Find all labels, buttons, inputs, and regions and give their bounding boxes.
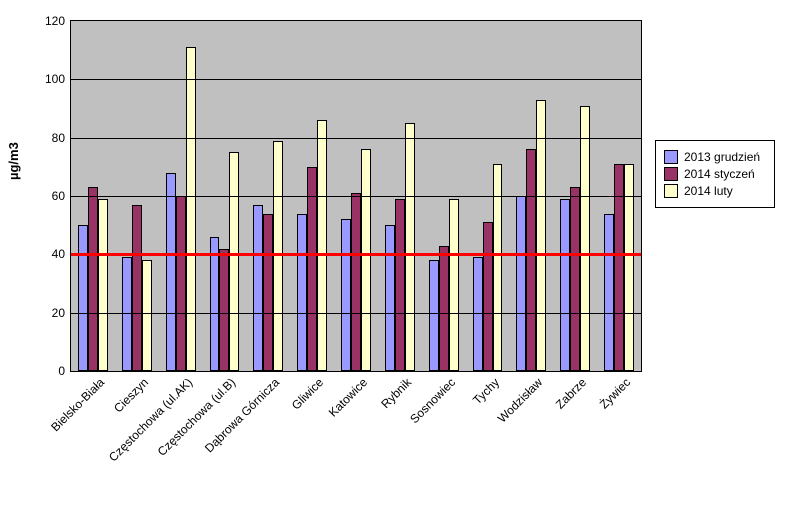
legend-label: 2014 styczeń	[684, 167, 755, 181]
bar	[395, 199, 405, 371]
bar	[526, 149, 536, 371]
bar	[570, 187, 580, 371]
gridline	[71, 138, 641, 139]
ytick-label: 120	[25, 14, 71, 28]
bar	[253, 205, 263, 371]
bar	[439, 246, 449, 371]
xtick-label: Katowice	[322, 371, 371, 420]
bar	[88, 187, 98, 371]
xtick-label: Żywiec	[593, 371, 634, 412]
xtick-label: Zabrze	[549, 371, 590, 412]
bar	[317, 120, 327, 371]
bar	[142, 260, 152, 371]
ytick-label: 60	[25, 189, 71, 203]
bar	[483, 222, 493, 371]
ytick-label: 80	[25, 131, 71, 145]
bar	[166, 173, 176, 371]
bar	[604, 214, 614, 372]
bar	[536, 100, 546, 371]
bar	[263, 214, 273, 372]
bar	[341, 219, 351, 371]
bar	[429, 260, 439, 371]
legend-label: 2013 grudzień	[684, 150, 760, 164]
xtick-label: Bielsko-Biała	[44, 371, 107, 434]
legend-swatch	[664, 150, 678, 164]
bar	[385, 225, 395, 371]
legend-swatch	[664, 184, 678, 198]
bar	[560, 199, 570, 371]
legend: 2013 grudzień 2014 styczeń 2014 luty	[655, 140, 775, 208]
bar	[516, 196, 526, 371]
legend-item: 2013 grudzień	[664, 150, 766, 164]
bar	[473, 257, 483, 371]
bar	[176, 196, 186, 371]
bar	[186, 47, 196, 371]
bar	[229, 152, 239, 371]
bar	[297, 214, 307, 372]
bar	[132, 205, 142, 371]
bar	[122, 257, 132, 371]
gridline	[71, 79, 641, 80]
bar	[219, 249, 229, 372]
bar	[78, 225, 88, 371]
ytick-label: 40	[25, 247, 71, 261]
legend-swatch	[664, 167, 678, 181]
y-axis-label: µg/m3	[6, 142, 21, 180]
bar	[580, 106, 590, 371]
bar	[493, 164, 503, 371]
legend-item: 2014 styczeń	[664, 167, 766, 181]
reference-line	[71, 253, 641, 256]
ytick-label: 0	[25, 364, 71, 378]
xtick-label: Sosnowiec	[403, 371, 458, 426]
ytick-label: 100	[25, 72, 71, 86]
legend-label: 2014 luty	[684, 184, 733, 198]
bar	[351, 193, 361, 371]
xtick-label: Gliwice	[285, 371, 326, 412]
bar	[361, 149, 371, 371]
ytick-label: 20	[25, 306, 71, 320]
xtick-label: Tychy	[465, 371, 501, 407]
gridline	[71, 196, 641, 197]
bar	[449, 199, 459, 371]
bar	[307, 167, 317, 371]
plot-area: 020406080100120Bielsko-BiałaCieszynCzęst…	[70, 20, 642, 372]
xtick-label: Wodzisław	[491, 371, 546, 426]
bar	[614, 164, 624, 371]
bar	[98, 199, 108, 371]
bar	[405, 123, 415, 371]
legend-item: 2014 luty	[664, 184, 766, 198]
bar	[210, 237, 220, 371]
chart-container: µg/m3 020406080100120Bielsko-BiałaCieszy…	[0, 0, 786, 511]
bar	[624, 164, 634, 371]
gridline	[71, 313, 641, 314]
